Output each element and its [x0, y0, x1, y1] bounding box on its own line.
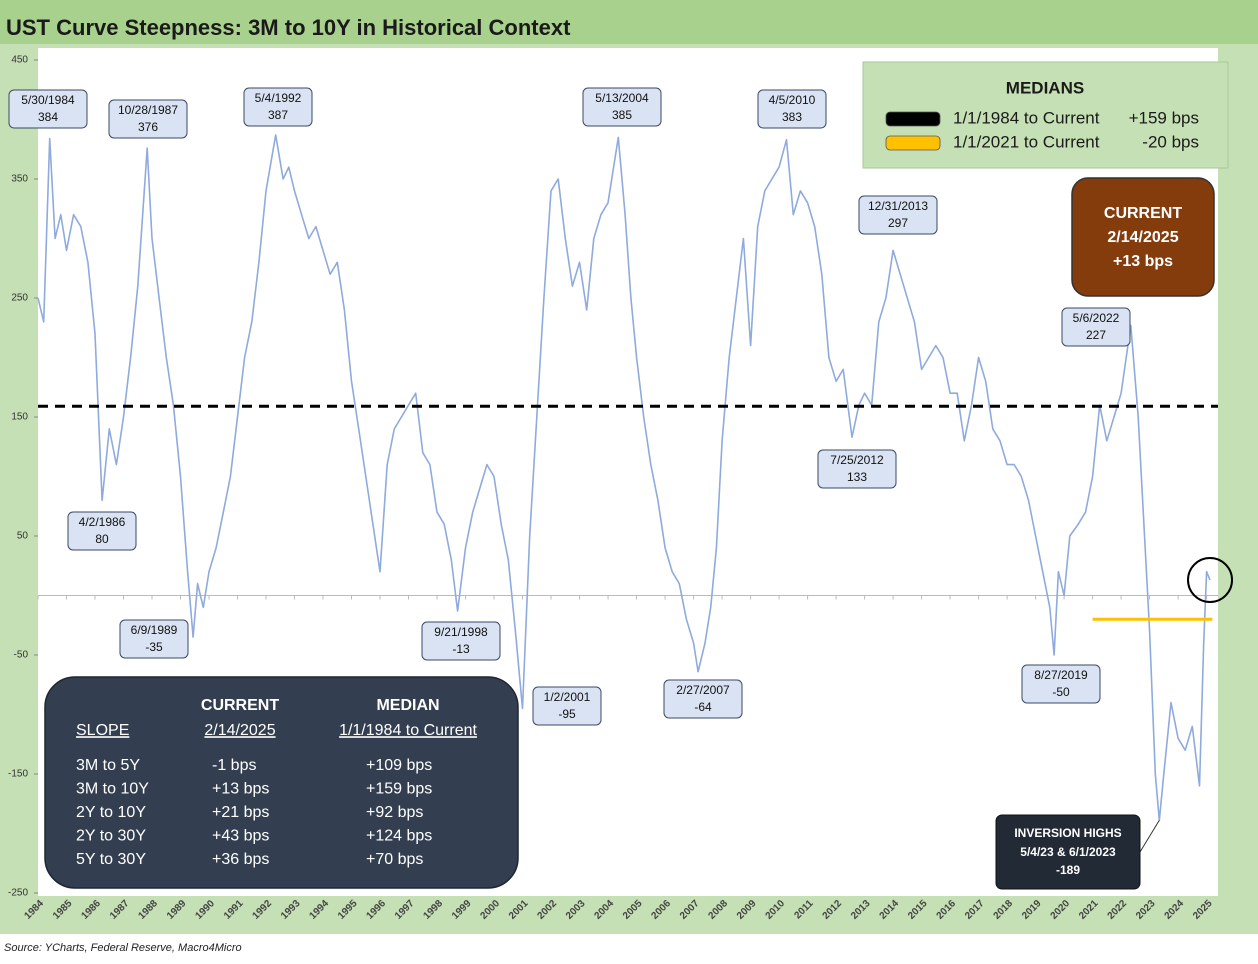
series-line [37, 134, 1211, 822]
legend-swatch [885, 135, 941, 151]
annotation-box [663, 679, 743, 719]
legend-value: -20 bps [1142, 132, 1199, 151]
annotation-value: -35 [145, 640, 163, 654]
annotation-box [757, 89, 827, 129]
annotation-value: -50 [1052, 685, 1070, 699]
annotation-value: 383 [782, 110, 802, 124]
current-marker [1187, 557, 1234, 604]
annotation-box [1061, 307, 1131, 347]
annotation-date: 2/27/2007 [676, 683, 730, 697]
annotation-date: 1/2/2001 [544, 690, 591, 704]
annotation-value: -95 [558, 707, 576, 721]
table-cell: 2Y to 30Y [76, 828, 146, 845]
annotation-date: 10/28/1987 [118, 103, 178, 117]
y-tick-label: 450 [11, 55, 28, 66]
table-cell: 3M to 10Y [76, 781, 149, 798]
y-tick-label: -150 [8, 769, 28, 780]
y-tick-label: -50 [14, 650, 29, 661]
annotation-date: 4/2/1986 [79, 515, 126, 529]
annotation-date: 5/13/2004 [595, 91, 649, 105]
current-label: CURRENT [1104, 205, 1182, 222]
table-header: SLOPE [76, 722, 129, 739]
table-header: MEDIAN [376, 697, 439, 714]
annotation-date: 8/27/2019 [1034, 668, 1088, 682]
annotation-value: -64 [694, 700, 712, 714]
legend-value: +159 bps [1129, 108, 1199, 127]
annotation-date: 5/4/1992 [255, 91, 302, 105]
legend-label: 1/1/2021 to Current [953, 132, 1100, 151]
table-cell: +43 bps [212, 828, 269, 845]
annotation-box [108, 99, 188, 139]
table-cell: -1 bps [212, 757, 256, 774]
legend-swatch [885, 111, 941, 127]
annotation-date: 7/25/2012 [830, 453, 884, 467]
table-header: CURRENT [201, 697, 279, 714]
annotation-value: 80 [95, 532, 109, 546]
table-box [44, 676, 519, 889]
inversion-leader [1139, 820, 1160, 853]
annotation-box [8, 89, 88, 129]
annotation-box [582, 87, 662, 127]
table-cell: +92 bps [366, 804, 423, 821]
y-tick-label: 250 [11, 293, 28, 304]
inversion-value: -189 [1056, 863, 1080, 877]
table-cell: +109 bps [366, 757, 432, 774]
annotation-date: 6/9/1989 [131, 623, 178, 637]
table-cell: +124 bps [366, 828, 432, 845]
annotation-date: 12/31/2013 [868, 199, 928, 213]
annotation-value: 387 [268, 108, 288, 122]
annotation-box [1021, 664, 1101, 704]
current-box [1071, 177, 1215, 297]
inversion-box [995, 814, 1141, 890]
medians-title: MEDIANS [1006, 78, 1084, 97]
table-cell: +13 bps [212, 781, 269, 798]
annotation-date: 4/5/2010 [769, 93, 816, 107]
annotation-value: -13 [452, 642, 470, 656]
annotation-box [817, 449, 897, 489]
current-value-label: +13 bps [1113, 253, 1173, 270]
inversion-dates: 5/4/23 & 6/1/2023 [1020, 845, 1116, 859]
annotation-value: 133 [847, 470, 867, 484]
annotation-date: 5/6/2022 [1073, 311, 1120, 325]
y-tick-label: -250 [8, 888, 28, 899]
annotation-value: 384 [38, 110, 58, 124]
annotation-value: 297 [888, 216, 908, 230]
y-tick-label: 350 [11, 174, 28, 185]
y-tick-label: 50 [17, 531, 29, 542]
table-cell: +21 bps [212, 804, 269, 821]
legend-label: 1/1/1984 to Current [953, 108, 1100, 127]
annotation-box [243, 87, 313, 127]
table-cell: +36 bps [212, 851, 269, 868]
current-date: 2/14/2025 [1107, 229, 1178, 246]
annotation-box [67, 511, 137, 551]
table-header: 2/14/2025 [204, 722, 275, 739]
annotation-date: 5/30/1984 [21, 93, 75, 107]
table-cell: +70 bps [366, 851, 423, 868]
table-cell: +159 bps [366, 781, 432, 798]
inversion-title: INVERSION HIGHS [1014, 826, 1121, 840]
annotation-date: 9/21/1998 [434, 625, 488, 639]
table-header: 1/1/1984 to Current [339, 722, 477, 739]
annotation-box [532, 686, 602, 726]
source: Source: YCharts, Federal Reserve, Macro4… [4, 942, 242, 954]
title-bar [0, 0, 1258, 44]
table-cell: 2Y to 10Y [76, 804, 146, 821]
annotation-value: 227 [1086, 328, 1106, 342]
chart-title: UST Curve Steepness: 3M to 10Y in Histor… [6, 15, 571, 40]
table-cell: 5Y to 30Y [76, 851, 146, 868]
annotation-value: 385 [612, 108, 632, 122]
annotation-box [858, 195, 938, 235]
annotation-box [119, 619, 189, 659]
annotation-value: 376 [138, 120, 158, 134]
annotation-box [421, 621, 501, 661]
y-tick-label: 150 [11, 412, 28, 423]
table-cell: 3M to 5Y [76, 757, 140, 774]
